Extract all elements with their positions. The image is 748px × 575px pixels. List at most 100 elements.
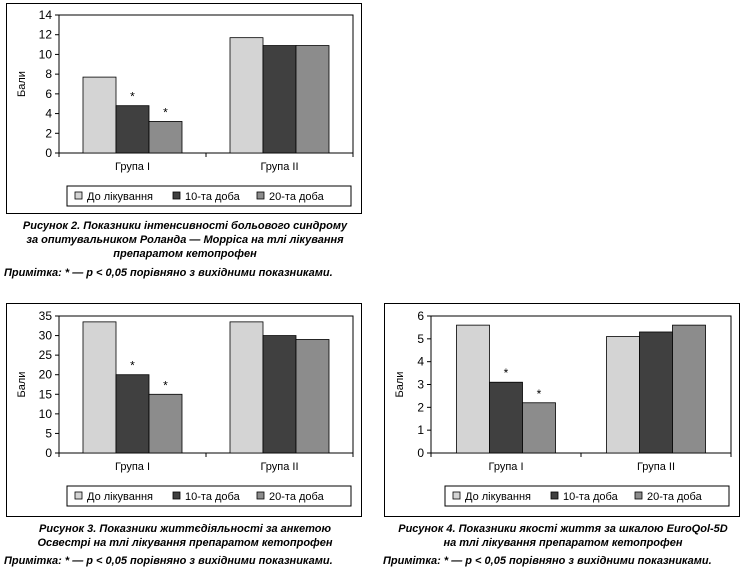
legend-swatch (74, 191, 83, 200)
bar (672, 324, 706, 454)
note-text: * — p < 0,05 порівняно з вихідними показ… (61, 267, 333, 279)
significance-marker: * (163, 105, 168, 119)
chart-3-caption-line-2: на тлі лікування препаратом кетопрофен (443, 537, 683, 549)
legend-swatch (550, 491, 559, 500)
legend-label: 10-та доба (563, 491, 619, 503)
chart-3-caption-line-1: Рисунок 4. Показники якості життя за шка… (398, 523, 728, 535)
chart-1-caption: Рисунок 2. Показники інтенсивності больо… (4, 219, 366, 261)
chart-panel-1: 0 2 4 6 8 10 12 14 Бали Група I * * Група II До лікув… (6, 3, 362, 214)
chart-2-caption: Рисунок 3. Показники життєдіяльності за … (4, 522, 366, 550)
chart-3-svg: 0 1 2 3 4 5 6 Бали Група I * * Група II До лікування… (394, 309, 732, 507)
y-tick-label: 0 (45, 146, 52, 160)
chart-1-svg: 0 2 4 6 8 10 12 14 Бали Група I * * Група II До лікув… (16, 8, 354, 207)
significance-marker: * (130, 90, 135, 104)
x-category-label: Група I (115, 461, 150, 473)
bar (295, 339, 330, 454)
note-label: Примітка: (383, 555, 441, 567)
y-tick-label: 10 (39, 407, 53, 421)
legend-swatch (256, 191, 265, 200)
y-tick-label: 8 (45, 67, 52, 81)
chart-1-caption-line-1: Рисунок 2. Показники інтенсивності больо… (22, 220, 348, 232)
note-text: * — p < 0,05 порівняно з вихідними показ… (61, 555, 333, 567)
y-tick-label: 12 (39, 28, 53, 42)
y-tick-label: 20 (39, 368, 53, 382)
legend-swatch (256, 491, 265, 500)
bar (148, 393, 183, 454)
y-axis-label: Бали (16, 71, 28, 97)
legend-label: 10-та доба (185, 191, 241, 203)
legend-box (66, 185, 352, 207)
note-label: Примітка: (4, 555, 62, 567)
x-category-label: Група I (115, 161, 150, 173)
legend-label: 20-та доба (269, 191, 325, 203)
y-tick-label: 2 (417, 400, 424, 414)
y-tick-label: 5 (417, 332, 424, 346)
y-axis-label: Бали (394, 372, 406, 398)
y-tick-label: 6 (417, 309, 424, 323)
y-tick-label: 0 (417, 446, 424, 460)
significance-marker: * (504, 366, 509, 380)
legend-swatch (634, 491, 643, 500)
legend-box (66, 485, 352, 507)
y-tick-label: 5 (45, 426, 52, 440)
x-category-label: Група II (637, 461, 675, 473)
legend-swatch (172, 191, 181, 200)
legend-label: 20-та доба (647, 491, 703, 503)
x-category-label: Група II (260, 461, 298, 473)
bar (489, 381, 523, 454)
significance-marker: * (130, 359, 135, 373)
chart-1-note: Примітка: * — p < 0,05 порівняно з вихід… (4, 266, 333, 280)
y-tick-label: 15 (39, 387, 53, 401)
legend-swatch (172, 491, 181, 500)
x-category-label: Група II (260, 161, 298, 173)
bar (262, 45, 297, 154)
bar (606, 336, 640, 454)
legend-swatch (452, 491, 461, 500)
y-tick-label: 6 (45, 87, 52, 101)
bar (82, 76, 117, 154)
y-tick-label: 35 (39, 309, 53, 323)
y-tick-label: 25 (39, 348, 53, 362)
note-label: Примітка: (4, 267, 62, 279)
significance-marker: * (537, 387, 542, 401)
legend-label: До лікування (465, 491, 531, 503)
bar (522, 402, 556, 454)
y-tick-label: 4 (45, 107, 52, 121)
x-category-label: Група I (488, 461, 523, 473)
y-axis-label: Бали (16, 372, 28, 398)
legend-label: 10-та доба (185, 491, 241, 503)
chart-1-caption-line-3: препаратом кетопрофен (113, 248, 257, 260)
y-tick-label: 30 (39, 329, 53, 343)
bar (229, 321, 264, 454)
bar (82, 321, 117, 454)
chart-2-note: Примітка: * — p < 0,05 порівняно з вихід… (4, 554, 333, 568)
chart-3-note: Примітка: * — p < 0,05 порівняно з вихід… (383, 554, 712, 568)
chart-2-svg: 0 5 10 15 20 25 30 35 Бали Група I * * Група II До лі… (16, 309, 354, 507)
legend-box (444, 485, 730, 507)
chart-3-caption: Рисунок 4. Показники якості життя за шка… (380, 522, 746, 550)
note-text: * — p < 0,05 порівняно з вихідними показ… (440, 555, 712, 567)
bar (456, 324, 490, 454)
chart-2-caption-line-1: Рисунок 3. Показники життєдіяльності за … (39, 523, 331, 535)
y-tick-label: 3 (417, 378, 424, 392)
y-tick-label: 2 (45, 126, 52, 140)
bar (148, 121, 183, 154)
y-tick-label: 10 (39, 47, 53, 61)
bar (295, 45, 330, 154)
bar (115, 374, 150, 454)
bar (639, 331, 673, 454)
legend-label: 20-та доба (269, 491, 325, 503)
significance-marker: * (163, 378, 168, 392)
y-tick-label: 14 (39, 8, 53, 22)
bar (262, 335, 297, 454)
chart-1-caption-line-2: за опитувальником Роланда — Морріса на т… (26, 234, 344, 246)
y-tick-label: 1 (417, 423, 424, 437)
bar (115, 105, 150, 154)
bar (229, 37, 264, 154)
chart-panel-2: 0 5 10 15 20 25 30 35 Бали Група I * * Група II До лі… (6, 303, 362, 517)
chart-2-caption-line-2: Освестрі на тлі лікування препаратом кет… (37, 537, 333, 549)
y-tick-label: 0 (45, 446, 52, 460)
legend-label: До лікування (87, 491, 153, 503)
y-tick-label: 4 (417, 355, 424, 369)
legend-swatch (74, 491, 83, 500)
